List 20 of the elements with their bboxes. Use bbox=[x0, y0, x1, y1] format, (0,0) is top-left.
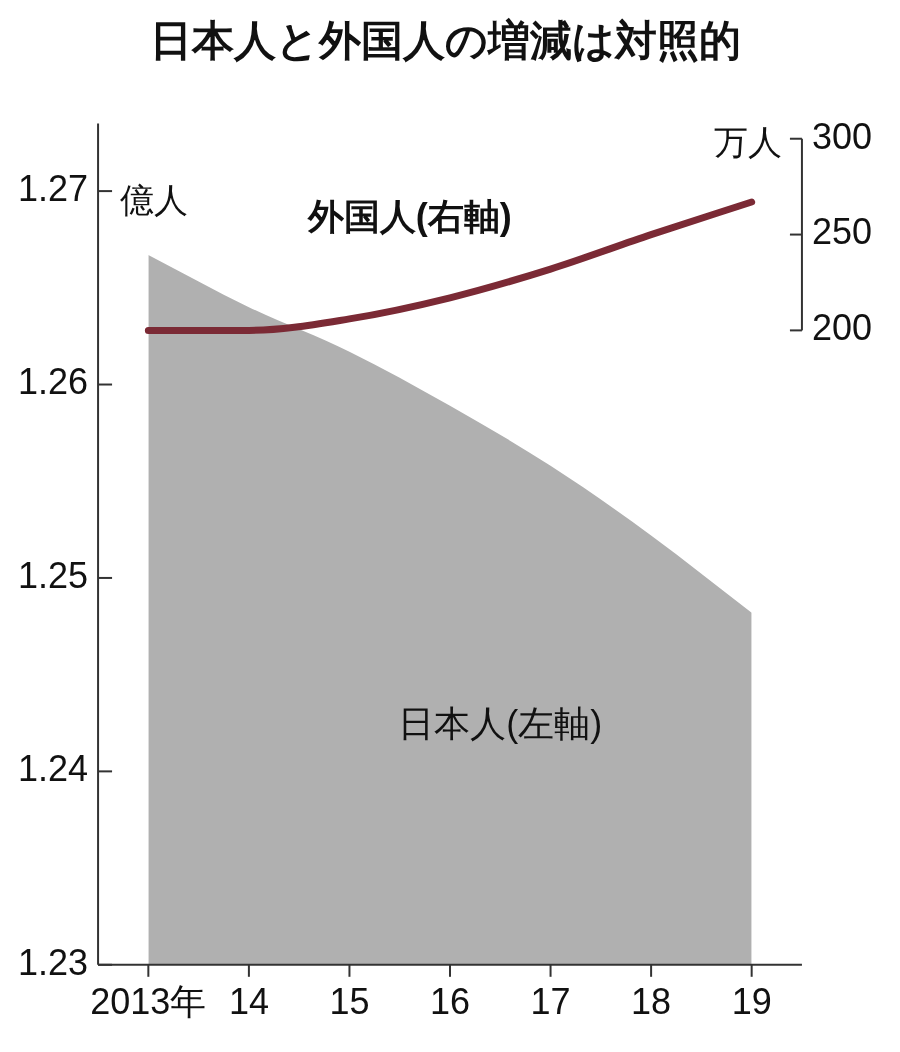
x-tick-label: 19 bbox=[731, 981, 772, 1023]
y-tick-label: 1.25 bbox=[17, 554, 89, 596]
x-tick-label: 16 bbox=[429, 981, 471, 1023]
y-tick-label: 1.27 bbox=[17, 168, 89, 210]
y2-tick-label: 300 bbox=[811, 115, 873, 157]
x-tick-label: 18 bbox=[631, 981, 672, 1023]
chart-title: 日本人と外国人の増減は対照的 bbox=[149, 16, 741, 64]
y-tick-label: 1.24 bbox=[17, 748, 89, 790]
y-axis-title: 億人 bbox=[120, 181, 189, 220]
x-tick-label: 17 bbox=[530, 981, 571, 1023]
x-tick-label: 14 bbox=[228, 981, 269, 1023]
y2-tick-label: 250 bbox=[811, 211, 873, 253]
x-tick-label: 2013年 bbox=[90, 981, 207, 1023]
y2-tick-label: 200 bbox=[811, 307, 873, 349]
y-tick-label: 1.23 bbox=[17, 941, 89, 983]
y-tick-label: 1.26 bbox=[17, 361, 89, 403]
series-label: 外国人(右軸) bbox=[306, 195, 512, 237]
series-label: 日本人(左軸) bbox=[398, 703, 603, 745]
x-tick-label: 15 bbox=[329, 981, 370, 1023]
y2-axis-title: 万人 bbox=[713, 123, 782, 162]
